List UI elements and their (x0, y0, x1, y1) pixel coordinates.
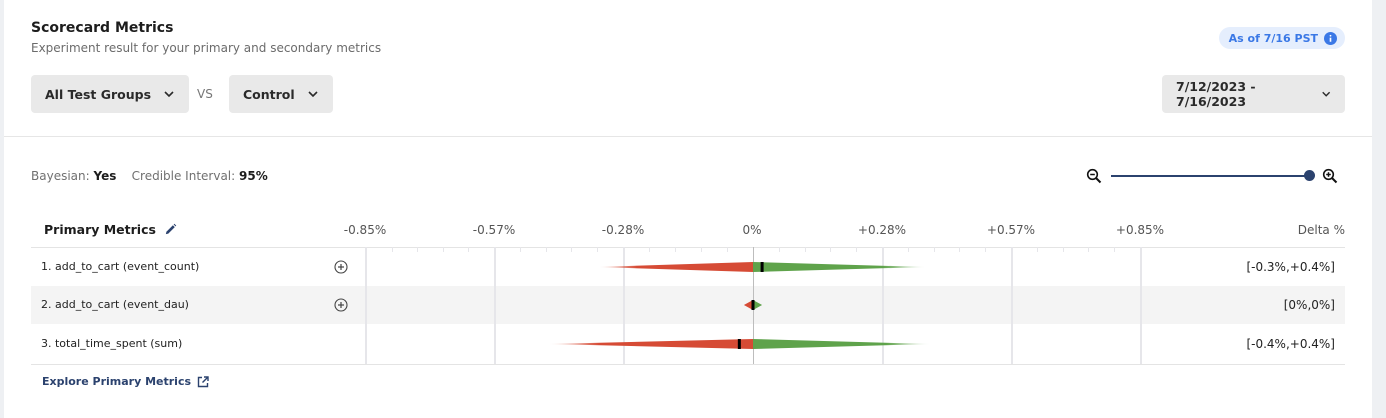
delta-interval: [-0.3%,+0.4%] (1246, 260, 1335, 274)
minor-tick (392, 247, 393, 252)
minor-tick (856, 247, 857, 252)
table-row: 1. add_to_cart (event_count) [-0.3%,+0.4… (31, 248, 1345, 286)
minor-tick (649, 247, 650, 252)
bayesian-value: Yes (93, 169, 117, 183)
axis-tick: -0.85% (343, 223, 387, 237)
control-dropdown-label: Control (243, 86, 295, 102)
control-dropdown[interactable]: Control (229, 75, 333, 113)
chevron-down-icon (1321, 91, 1330, 97)
negative-interval (548, 339, 753, 349)
zoom-slider-track[interactable] (1111, 175, 1309, 177)
header-separator (31, 247, 1345, 248)
positive-interval (753, 339, 931, 349)
chevron-down-icon (308, 91, 318, 98)
point-estimate-marker (737, 339, 741, 349)
analysis-settings: Bayesian: Yes Credible Interval: 95% (31, 169, 268, 183)
minor-tick (1063, 247, 1064, 252)
credible-interval-value: 95% (239, 169, 268, 183)
metric-name: 3. total_time_spent (sum) (41, 337, 183, 350)
page-subtitle: Experiment result for your primary and s… (31, 41, 382, 55)
zoom-out-icon[interactable] (1086, 168, 1102, 184)
minor-tick (959, 247, 960, 252)
external-link-icon (197, 375, 209, 387)
minor-tick (597, 247, 598, 252)
explore-link-label: Explore Primary Metrics (42, 375, 192, 388)
delta-header: Delta % (1297, 223, 1345, 237)
axis-tick: -0.57% (472, 223, 516, 237)
axis-tick: +0.28% (857, 223, 907, 237)
date-range-label: 7/12/2023 - 7/16/2023 (1176, 79, 1256, 109)
minor-tick (443, 247, 444, 252)
minor-tick (727, 247, 728, 252)
page-title: Scorecard Metrics (31, 20, 174, 36)
gridline (365, 247, 367, 364)
interval-plot (548, 262, 931, 349)
chevron-down-icon (164, 91, 174, 98)
table-bottom-border (31, 364, 1345, 365)
axis-tick: -0.28% (601, 223, 645, 237)
delta-interval: [-0.4%,+0.4%] (1246, 337, 1335, 351)
as-of-text: As of 7/16 PST (1228, 31, 1318, 45)
minor-tick (520, 247, 521, 252)
zoom-slider-thumb[interactable] (1304, 170, 1315, 181)
vs-label: VS (197, 87, 213, 101)
section-divider (4, 136, 1372, 137)
gridline (494, 247, 496, 364)
zoom-in-icon[interactable] (1322, 168, 1338, 184)
minor-tick (830, 247, 831, 252)
test-group-dropdown-label: All Test Groups (45, 86, 152, 102)
test-group-dropdown[interactable]: All Test Groups (31, 75, 190, 113)
minor-tick (468, 247, 469, 252)
minor-tick (571, 247, 572, 252)
credible-interval-label: Credible Interval: (131, 169, 236, 183)
scorecard-card: Scorecard Metrics Experiment result for … (4, 0, 1372, 418)
point-estimate-marker (751, 300, 755, 310)
point-estimate-marker (760, 262, 764, 272)
metric-name: 1. add_to_cart (event_count) (41, 260, 200, 273)
table-row: 3. total_time_spent (sum) [-0.4%,+0.4%] (31, 325, 1345, 363)
minor-tick (985, 247, 986, 252)
metric-name: 2. add_to_cart (event_dau) (41, 298, 189, 311)
minor-tick (908, 247, 909, 252)
info-icon[interactable] (1324, 31, 1337, 45)
add-circle-icon[interactable] (334, 298, 348, 312)
minor-tick (701, 247, 702, 252)
delta-interval: [0%,0%] (1283, 298, 1335, 312)
as-of-badge: As of 7/16 PST (1218, 27, 1345, 49)
minor-tick (779, 247, 780, 252)
positive-interval (753, 262, 927, 272)
table-row: 2. add_to_cart (event_dau) [0%,0%] (31, 286, 1345, 324)
primary-metrics-header: Primary Metrics (44, 222, 177, 237)
minor-tick (934, 247, 935, 252)
gridline (623, 247, 625, 364)
add-circle-icon[interactable] (334, 260, 348, 274)
gridline (1140, 247, 1142, 364)
minor-tick (1088, 247, 1089, 252)
axis-tick: +0.57% (986, 223, 1036, 237)
gridline (882, 247, 884, 364)
minor-tick (1114, 247, 1115, 252)
minor-tick (675, 247, 676, 252)
bayesian-label: Bayesian: (31, 169, 90, 183)
minor-tick (546, 247, 547, 252)
negative-interval (598, 262, 753, 272)
edit-pencil-icon[interactable] (164, 223, 177, 236)
date-range-dropdown[interactable]: 7/12/2023 - 7/16/2023 (1162, 75, 1345, 113)
explore-primary-metrics-link[interactable]: Explore Primary Metrics (42, 375, 209, 388)
minor-tick (805, 247, 806, 252)
minor-tick (1037, 247, 1038, 252)
zoom-control (1084, 166, 1342, 188)
axis-tick: +0.85% (1115, 223, 1165, 237)
minor-tick (417, 247, 418, 252)
negative-interval (743, 300, 753, 310)
primary-metrics-label: Primary Metrics (44, 222, 156, 237)
axis-tick: 0% (742, 223, 762, 237)
positive-interval (753, 300, 763, 310)
gridline (1011, 247, 1013, 364)
